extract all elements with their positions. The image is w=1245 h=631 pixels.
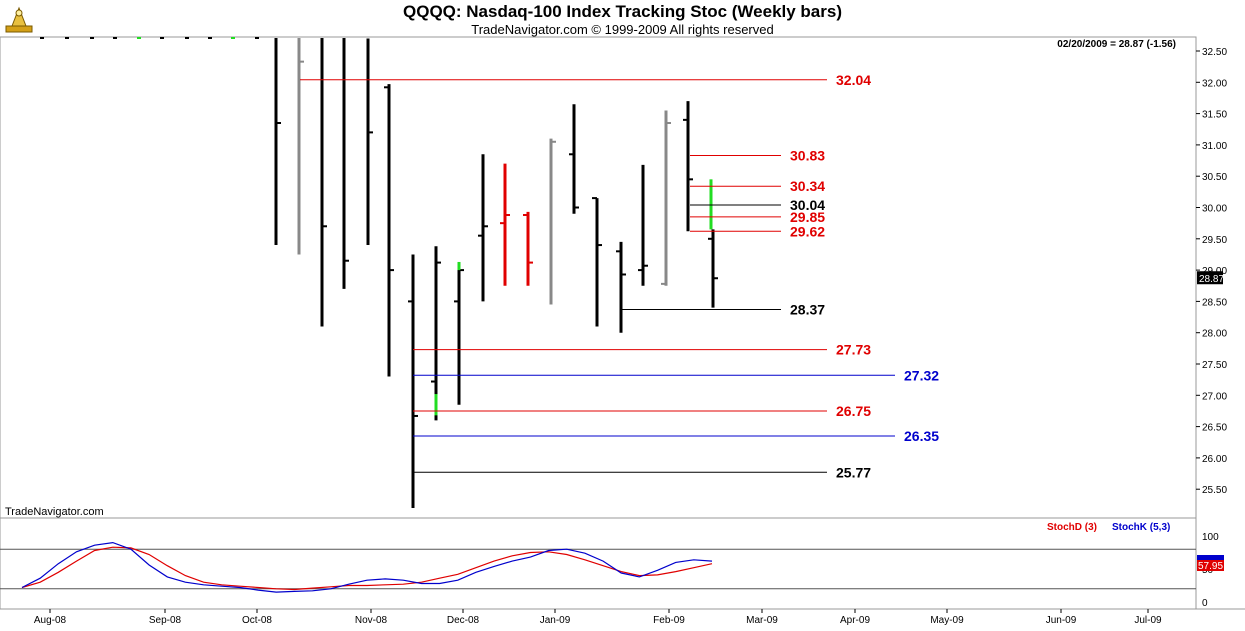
x-tick-label: Dec-08 [447,615,480,626]
stoch-tick-label: 0 [1202,598,1208,609]
price-bar [616,241,626,333]
price-bar [384,84,394,377]
price-bar [408,254,418,508]
x-tick-label: Mar-09 [746,615,778,626]
price-tick-label: 31.50 [1202,110,1227,121]
x-tick-label: Oct-08 [242,615,272,626]
price-tick-label: 32.50 [1202,47,1227,58]
price-level-label: 29.85 [790,209,825,225]
price-level-label: 26.75 [836,403,871,419]
price-level-label: 28.37 [790,302,825,318]
stochk-value-box [1197,555,1224,560]
last-value-readout: 02/20/2009 = 28.87 (-1.56) [1057,39,1176,50]
stoch-tick-label: 100 [1202,532,1219,543]
trade-navigator-logo-icon [4,4,34,39]
price-tick-label: 27.50 [1202,360,1227,371]
chart-title: QQQQ: Nasdaq-100 Index Tracking Stoc (We… [403,2,842,21]
price-bar [523,211,533,286]
price-level-label: 30.04 [790,197,825,213]
chart-subtitle: TradeNavigator.com © 1999-2009 All right… [471,22,774,37]
stochk-legend: StochK (5,3) [1112,522,1170,533]
price-tick-label: 32.00 [1202,78,1227,89]
price-tick-label: 26.50 [1202,423,1227,434]
price-tick-label: 25.50 [1202,485,1227,496]
price-bar [478,154,488,302]
price-tick-label: 26.00 [1202,454,1227,465]
stochd-legend: StochD (3) [1047,522,1097,533]
price-bar [274,38,281,246]
x-tick-label: Nov-08 [355,615,388,626]
stoch-last-value: 57.95 [1198,561,1223,572]
price-level-label: 27.73 [836,342,871,358]
price-bar [592,197,602,327]
price-tick-label: 31.00 [1202,141,1227,152]
price-bar [683,101,693,232]
price-bar [708,229,718,308]
price-bar [431,246,441,421]
price-level-label: 30.34 [790,178,825,194]
x-tick-label: Jun-09 [1046,615,1077,626]
price-bar [638,164,648,286]
price-tick-label: 30.50 [1202,172,1227,183]
price-tick-label: 28.50 [1202,297,1227,308]
last-price-box [1197,271,1223,285]
price-bar [500,163,510,286]
price-level-label: 32.04 [836,72,871,88]
x-tick-label: Feb-09 [653,615,685,626]
price-level-label: 26.35 [904,428,939,444]
price-bar [342,38,349,289]
price-level-label: 29.62 [790,223,825,239]
price-level-label: 27.32 [904,367,939,383]
price-bar [569,104,579,214]
last-price-label: 28.87 [1199,274,1224,285]
price-tick-label: 27.00 [1202,391,1227,402]
stochd-value-box [1197,560,1224,571]
x-tick-label: Jan-09 [540,615,571,626]
stoch-series-line [21,541,713,593]
price-level-label: 30.83 [790,148,825,164]
x-tick-label: Aug-08 [34,615,67,626]
price-tick-label: 28.00 [1202,329,1227,340]
price-bar [366,38,373,246]
price-bar [320,38,327,327]
price-bar [454,262,464,405]
price-bar [661,110,671,286]
x-tick-label: Apr-09 [840,615,870,626]
x-tick-label: May-09 [930,615,964,626]
price-tick-label: 30.00 [1202,204,1227,215]
stoch-series-line [21,546,713,591]
price-level-label: 25.77 [836,464,871,480]
x-tick-label: Jul-09 [1134,615,1162,626]
price-tick-label: 29.50 [1202,235,1227,246]
price-bar [549,138,556,305]
watermark-label: TradeNavigator.com [5,506,104,518]
price-bar [297,38,304,255]
x-tick-label: Sep-08 [149,615,182,626]
